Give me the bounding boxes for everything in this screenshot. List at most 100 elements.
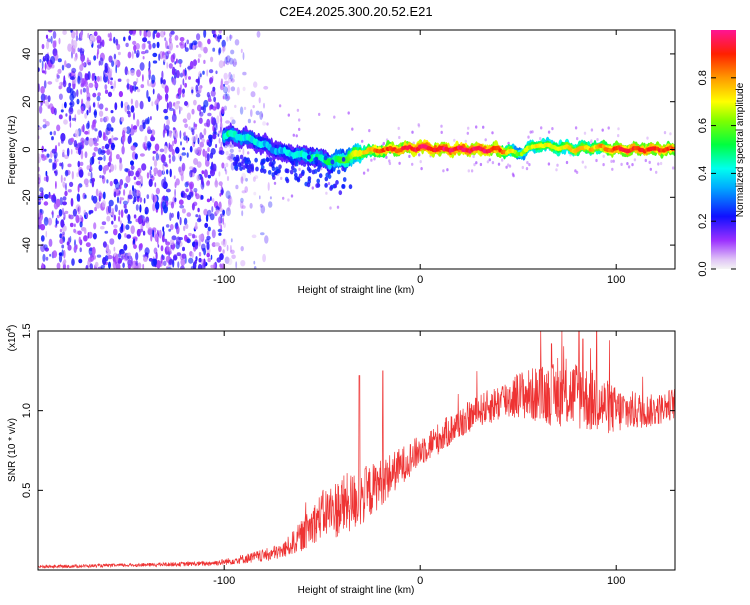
spectrogram-x-axis: -100 0 100 xyxy=(213,30,625,286)
ridge-blob xyxy=(296,177,301,183)
noise-blob xyxy=(232,58,237,67)
snr-x-axis: -100 0 100 xyxy=(213,331,625,587)
noise-blob xyxy=(89,34,95,41)
noise-blob xyxy=(52,40,56,49)
spectrogram-x-tick-label: 0 xyxy=(417,274,423,286)
noise-blob xyxy=(207,38,211,45)
noise-blob xyxy=(473,163,476,167)
noise-blob xyxy=(126,104,130,111)
noise-blob xyxy=(181,192,184,198)
noise-blob xyxy=(165,40,168,49)
noise-blob xyxy=(129,85,134,93)
noise-blob xyxy=(202,70,205,75)
noise-blob xyxy=(539,136,542,141)
snr-y-axis: 0.5 1.0 1.5 xyxy=(21,323,675,498)
noise-blob xyxy=(130,257,133,266)
noise-blob xyxy=(204,222,209,228)
noise-blob xyxy=(218,216,222,224)
noise-blob xyxy=(64,101,67,109)
noise-blob xyxy=(197,207,200,213)
noise-blob xyxy=(155,98,160,105)
noise-blob xyxy=(48,194,53,199)
noise-blob xyxy=(62,261,65,266)
noise-blob xyxy=(97,156,103,161)
noise-blob xyxy=(220,141,223,148)
noise-blob xyxy=(133,81,137,86)
noise-blob xyxy=(135,252,139,261)
noise-blob xyxy=(73,228,76,233)
ridge-blob xyxy=(235,154,240,160)
noise-blob xyxy=(239,106,244,115)
noise-blob xyxy=(97,135,99,142)
noise-blob xyxy=(80,137,85,144)
noise-blob xyxy=(163,108,168,114)
noise-blob xyxy=(368,129,371,133)
noise-blob xyxy=(65,182,67,191)
noise-blob xyxy=(576,137,579,141)
noise-blob xyxy=(69,100,75,108)
noise-blob xyxy=(112,261,117,269)
noise-blob xyxy=(174,188,177,197)
noise-blob xyxy=(166,169,169,175)
noise-blob xyxy=(234,104,237,108)
noise-blob xyxy=(133,196,137,203)
ridge-blob xyxy=(301,169,305,175)
noise-blob xyxy=(55,144,57,153)
noise-blob xyxy=(214,101,218,109)
noise-blob xyxy=(214,242,220,247)
noise-blob xyxy=(184,47,189,52)
ridge-blob xyxy=(239,154,244,160)
ridge-blob xyxy=(337,169,341,175)
noise-blob xyxy=(45,256,49,261)
noise-blob xyxy=(102,241,107,248)
noise-blob xyxy=(239,200,244,209)
noise-blob xyxy=(197,40,202,48)
noise-blob xyxy=(63,249,66,259)
noise-blob xyxy=(385,155,388,159)
noise-blob xyxy=(52,250,58,258)
noise-blob xyxy=(59,81,64,86)
noise-blob xyxy=(551,127,554,131)
noise-blob xyxy=(117,78,122,82)
noise-blob xyxy=(225,120,231,124)
noise-blob xyxy=(253,191,257,196)
noise-blob xyxy=(47,95,51,103)
noise-blob xyxy=(127,170,131,177)
noise-blob xyxy=(230,249,235,254)
noise-blob xyxy=(156,41,160,49)
noise-blob xyxy=(127,70,130,75)
noise-blob xyxy=(185,223,189,229)
noise-blob xyxy=(555,168,558,172)
noise-blob xyxy=(166,129,169,137)
noise-blob xyxy=(231,254,236,260)
noise-blob xyxy=(601,128,604,132)
noise-blob xyxy=(94,75,97,81)
noise-blob xyxy=(85,183,89,188)
noise-blob xyxy=(418,153,421,157)
noise-blob xyxy=(254,175,259,180)
noise-blob xyxy=(57,142,61,147)
noise-blob xyxy=(111,60,115,67)
noise-blob xyxy=(133,84,137,92)
noise-blob xyxy=(190,86,194,90)
noise-blob xyxy=(163,54,167,63)
noise-blob xyxy=(253,260,256,265)
noise-blob xyxy=(117,51,121,56)
noise-blob xyxy=(56,124,61,132)
noise-blob xyxy=(528,163,531,167)
noise-blob xyxy=(225,207,231,217)
noise-blob xyxy=(61,103,64,110)
noise-blob xyxy=(119,157,122,165)
noise-blob xyxy=(230,116,234,120)
noise-blob xyxy=(213,120,217,129)
ridge-blob xyxy=(285,168,290,174)
noise-blob xyxy=(179,37,185,42)
noise-blob xyxy=(43,148,47,152)
noise-blob xyxy=(157,95,163,101)
noise-blob xyxy=(259,195,261,200)
noise-blob xyxy=(179,62,182,68)
noise-blob xyxy=(77,142,82,148)
noise-blob xyxy=(83,209,87,216)
noise-blob xyxy=(133,214,137,219)
noise-blob xyxy=(156,102,159,111)
